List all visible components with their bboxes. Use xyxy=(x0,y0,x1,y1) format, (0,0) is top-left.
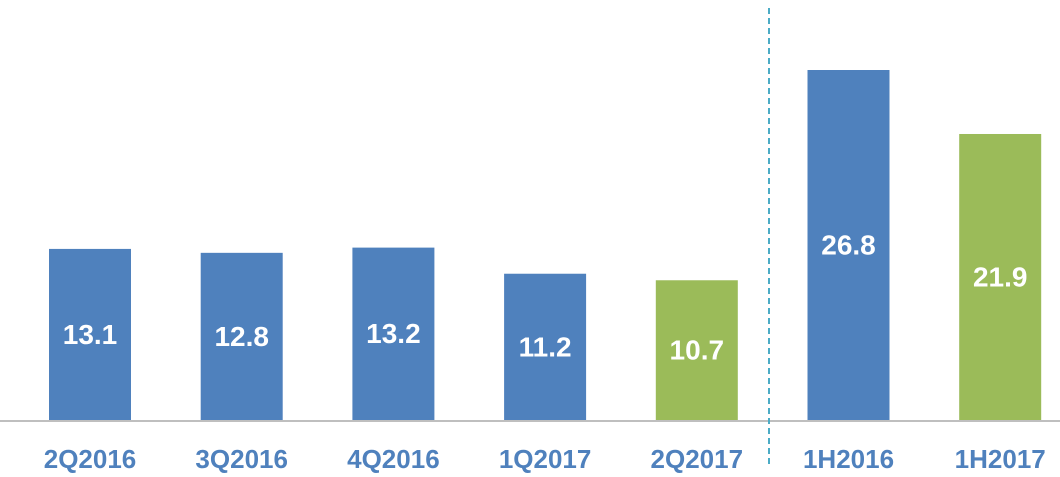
value-label: 13.2 xyxy=(366,318,421,349)
bar xyxy=(807,70,890,420)
bar xyxy=(655,280,738,420)
x-tick-label: 3Q2016 xyxy=(195,444,288,474)
bar xyxy=(504,273,587,420)
value-label: 21.9 xyxy=(973,261,1028,292)
x-tick-label: 2Q2016 xyxy=(44,444,137,474)
value-label: 10.7 xyxy=(670,335,725,366)
value-label: 13.1 xyxy=(63,319,118,350)
x-tick-label: 2Q2017 xyxy=(651,444,744,474)
value-label: 12.8 xyxy=(214,321,269,352)
bar xyxy=(200,252,283,420)
value-label: 26.8 xyxy=(821,229,876,260)
bar xyxy=(352,247,435,420)
bar xyxy=(959,133,1042,420)
x-tick-label: 1H2016 xyxy=(803,444,894,474)
x-tick-label: 4Q2016 xyxy=(347,444,440,474)
value-label: 11.2 xyxy=(519,331,572,362)
bar xyxy=(49,248,131,420)
x-tick-label: 1H2017 xyxy=(955,444,1046,474)
x-tick-label: 1Q2017 xyxy=(499,444,592,474)
